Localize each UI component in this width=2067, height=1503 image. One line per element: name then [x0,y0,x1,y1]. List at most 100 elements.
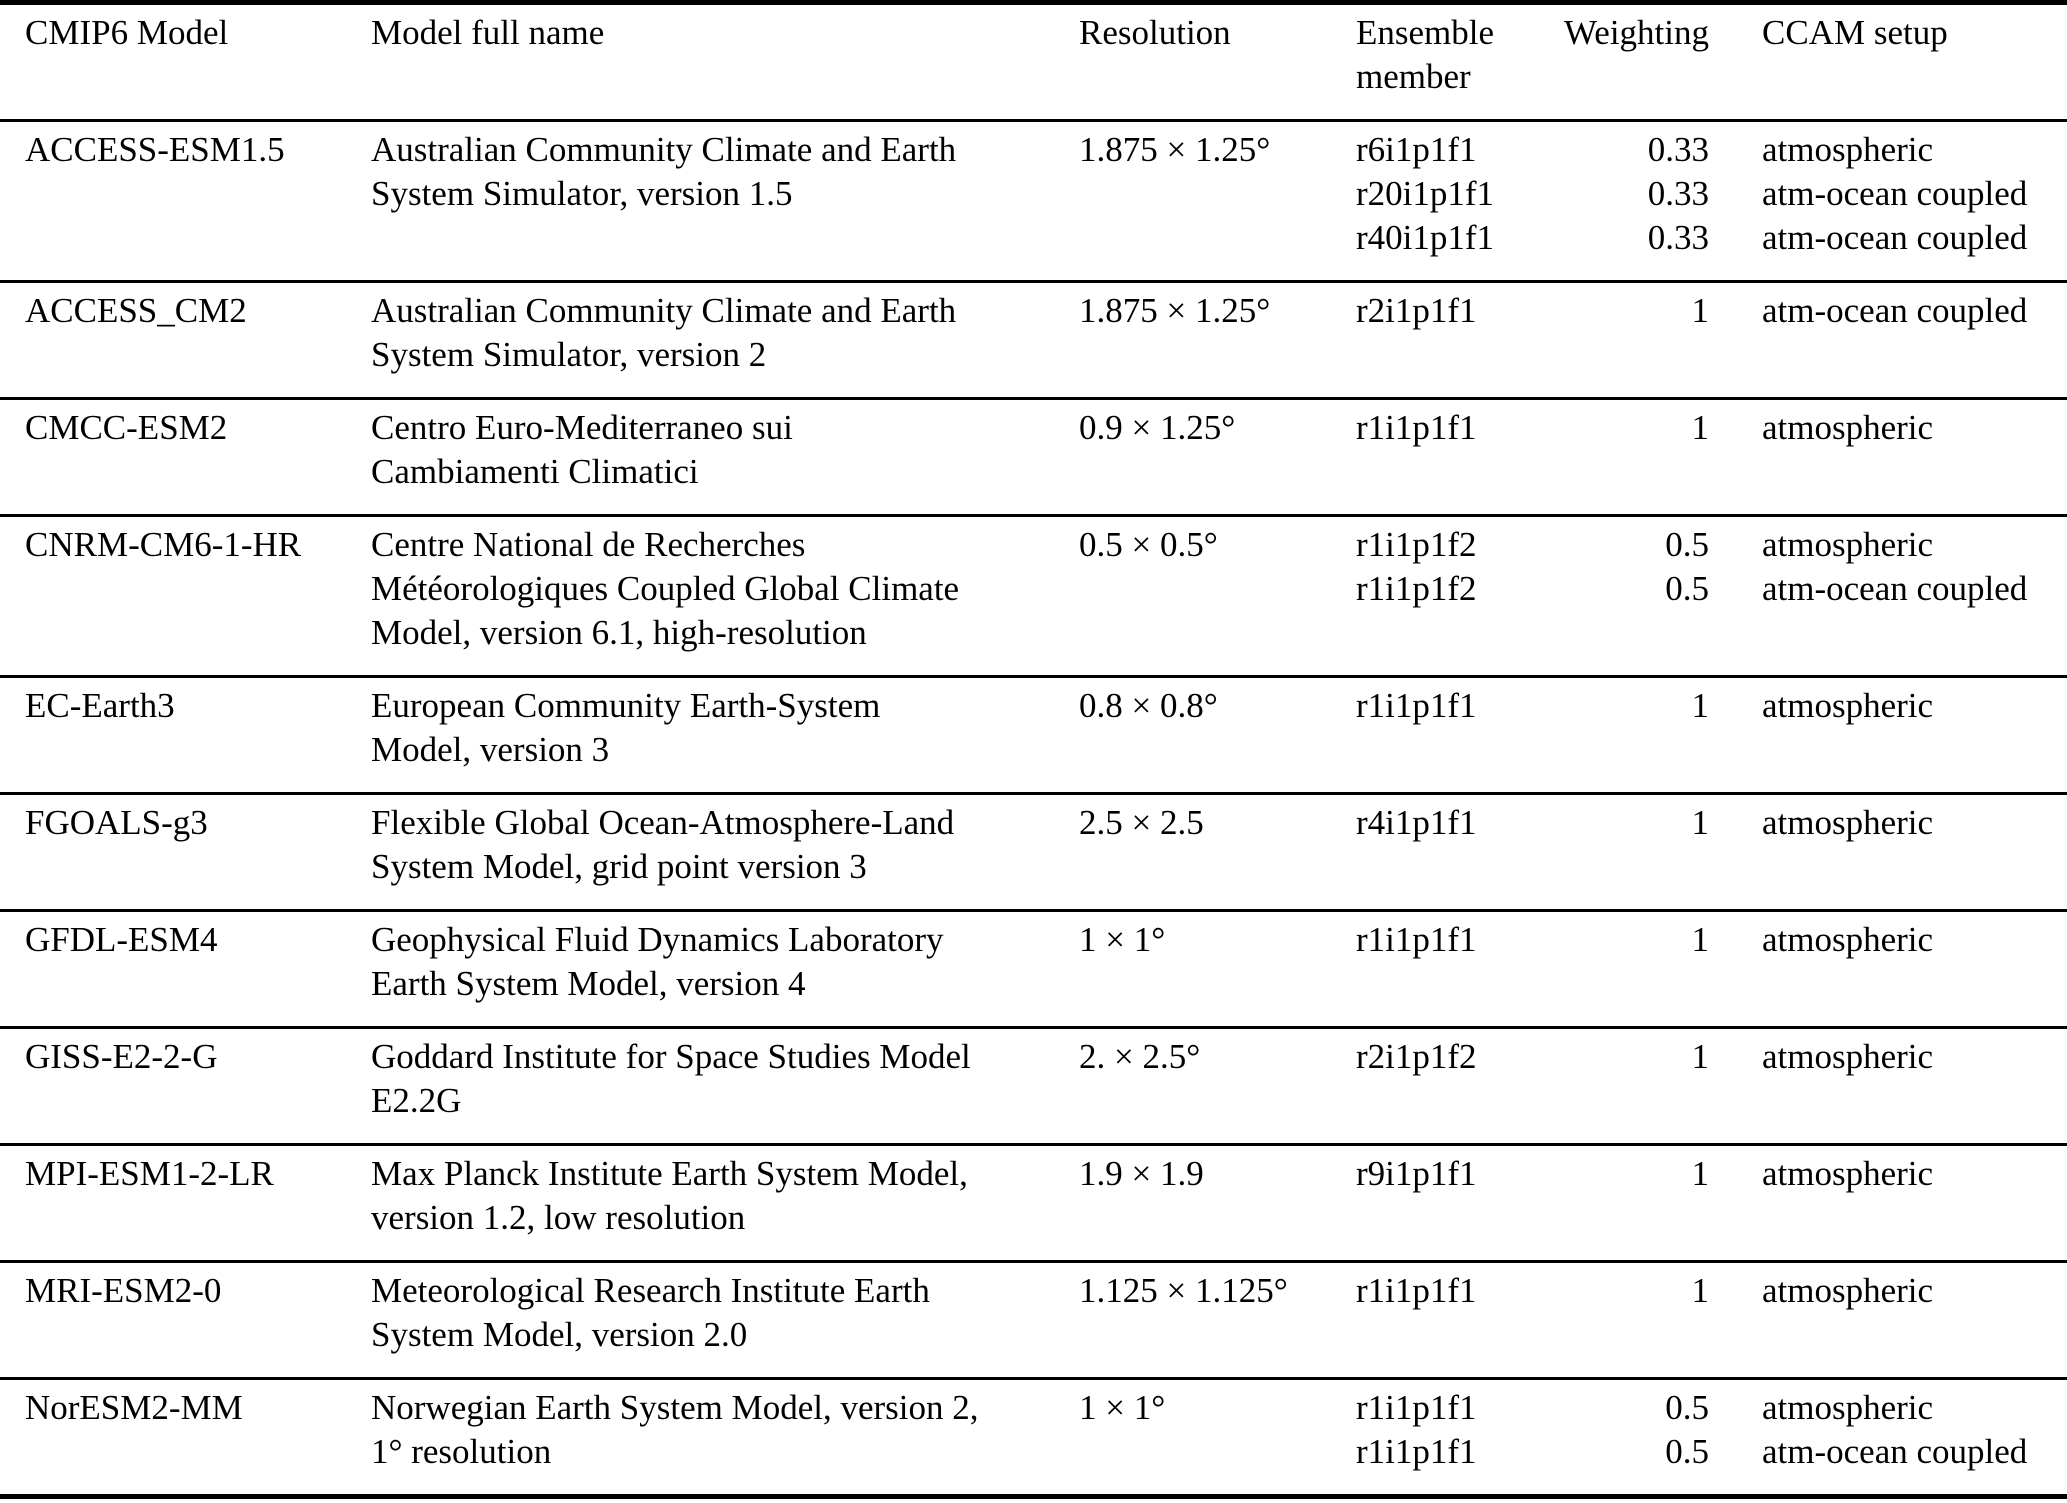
ccam-setup-value: atmospheric [1762,1154,1934,1193]
model-full-name-line: System Model, version 2.0 [371,1315,748,1354]
ccam-setup-cell: atm-ocean coupled [1709,289,2067,377]
ccam-setup-cell: atmospheric [1709,406,2067,494]
ccam-setup-value: atmospheric [1762,920,1934,959]
model-name-cell: ACCESS_CM2 [25,291,247,330]
ccam-setup-value: atmospheric [1762,525,1934,564]
ccam-setup-cell: atmospheric [1709,1269,2067,1357]
model-full-name-line: Australian Community Climate and Earth [371,130,957,169]
model-full-name-cell: Centre National de Recherches Météorologi… [371,523,1079,655]
ensemble-member-cell: r1i1p1f1 [1356,406,1543,494]
ccam-setup-value: atmospheric [1762,1037,1934,1076]
weighting-cell: 1 [1543,1035,1710,1123]
weighting-value: 0.33 [1647,218,1709,257]
ccam-setup-value: atm-ocean coupled [1762,291,2028,330]
weighting-value: 1 [1691,1037,1710,1076]
resolution-cell: 0.5 × 0.5° [1079,525,1218,564]
ccam-setup-value: atmospheric [1762,408,1934,447]
model-name-cell: CNRM-CM6-1-HR [25,525,302,564]
ccam-setup-cell: atmospheric [1709,1035,2067,1123]
ensemble-member-cell: r1i1p1f1 r1i1p1f1 [1356,1386,1543,1474]
resolution-cell: 1.125 × 1.125° [1079,1271,1288,1310]
model-name-cell: GISS-E2-2-G [25,1037,218,1076]
resolution-cell: 1.875 × 1.25° [1079,291,1271,330]
ensemble-member-cell: r1i1p1f2 r1i1p1f2 [1356,523,1543,655]
resolution-cell: 1 × 1° [1079,920,1166,959]
column-header-resolution: Resolution [1079,13,1231,52]
ensemble-member-value: r6i1p1f1 [1356,130,1477,169]
ccam-setup-cell: atmospheric [1709,1152,2067,1240]
ensemble-member-value: r1i1p1f1 [1356,686,1477,725]
model-full-name-cell: Centro Euro-Mediterraneo sui Cambiamenti … [371,406,1079,494]
model-full-name-cell: Goddard Institute for Space Studies Mode… [371,1035,1079,1123]
model-full-name-line: System Model, grid point version 3 [371,847,867,886]
ccam-setup-value: atmospheric [1762,803,1934,842]
ensemble-member-value: r1i1p1f2 [1356,569,1477,608]
ensemble-member-cell: r1i1p1f1 [1356,684,1543,772]
model-full-name-line: Model, version 6.1, high-resolution [371,613,867,652]
table-row: GFDL-ESM4 Geophysical Fluid Dynamics Labo… [0,909,2067,1026]
resolution-cell: 0.9 × 1.25° [1079,408,1236,447]
model-full-name-line: Earth System Model, version 4 [371,964,806,1003]
model-full-name-line: Météorologiques Coupled Global Climate [371,569,960,608]
resolution-cell: 1.9 × 1.9 [1079,1154,1204,1193]
model-name-cell: EC-Earth3 [25,686,175,725]
model-full-name-line: European Community Earth-System [371,686,881,725]
column-header-ensemble-member: Ensemble member [1356,13,1495,96]
column-header-ccam-setup: CCAM setup [1762,13,1948,52]
resolution-cell: 2. × 2.5° [1079,1037,1201,1076]
ccam-setup-value: atmospheric [1762,130,1934,169]
model-full-name-line: Geophysical Fluid Dynamics Laboratory [371,920,944,959]
ensemble-member-value: r1i1p1f1 [1356,920,1477,959]
ccam-setup-value: atmospheric [1762,1388,1934,1427]
ensemble-member-cell: r2i1p1f2 [1356,1035,1543,1123]
model-name-cell: CMCC-ESM2 [25,408,228,447]
model-full-name-cell: Geophysical Fluid Dynamics Laboratory Ear… [371,918,1079,1006]
ensemble-member-value: r2i1p1f1 [1356,291,1477,330]
weighting-value: 1 [1691,920,1710,959]
ccam-setup-cell: atmospheric atm-ocean coupled [1709,523,2067,655]
ccam-setup-value: atm-ocean coupled [1762,569,2028,608]
model-name-cell: FGOALS-g3 [25,803,208,842]
ensemble-member-value: r1i1p1f1 [1356,1271,1477,1310]
table-row: FGOALS-g3 Flexible Global Ocean-Atmospher… [0,792,2067,909]
weighting-cell: 1 [1543,1269,1710,1357]
ccam-setup-cell: atmospheric [1709,918,2067,1006]
ensemble-member-cell: r1i1p1f1 [1356,1269,1543,1357]
table-row: CNRM-CM6-1-HR Centre National de Recherch… [0,514,2067,675]
table-row: CMCC-ESM2 Centro Euro-Mediterraneo sui Cam… [0,397,2067,514]
weighting-value: 0.5 [1665,569,1709,608]
model-full-name-line: E2.2G [371,1081,462,1120]
weighting-cell: 1 [1543,289,1710,377]
table-header-row: CMIP6 Model Model full name Resolution E… [0,5,2067,119]
ccam-setup-cell: atmospheric [1709,684,2067,772]
model-full-name-line: version 1.2, low resolution [371,1198,746,1237]
ensemble-member-cell: r1i1p1f1 [1356,918,1543,1006]
model-full-name-line: Max Planck Institute Earth System Model, [371,1154,968,1193]
model-full-name-cell: Norwegian Earth System Model, version 2,… [371,1386,1079,1474]
model-full-name-line: System Simulator, version 1.5 [371,174,793,213]
model-full-name-line: Centro Euro-Mediterraneo sui [371,408,793,447]
ccam-setup-value: atm-ocean coupled [1762,218,2028,257]
ensemble-member-value: r1i1p1f1 [1356,1388,1477,1427]
table-row: EC-Earth3 European Community Earth-System… [0,675,2067,792]
model-full-name-line: Australian Community Climate and Earth [371,291,957,330]
model-full-name-line: Flexible Global Ocean-Atmosphere-Land [371,803,955,842]
ensemble-member-value: r1i1p1f2 [1356,525,1477,564]
ensemble-member-cell: r2i1p1f1 [1356,289,1543,377]
weighting-value: 1 [1691,1154,1710,1193]
weighting-value: 0.5 [1665,1432,1709,1471]
weighting-cell: 0.5 0.5 [1543,523,1709,655]
ensemble-member-cell: r9i1p1f1 [1356,1152,1543,1240]
ccam-setup-cell: atmospheric atm-ocean coupled atm-ocean co… [1709,128,2067,260]
weighting-value: 1 [1691,686,1710,725]
weighting-value: 1 [1691,291,1710,330]
weighting-cell: 0.5 0.5 [1543,1386,1709,1474]
ensemble-member-value: r20i1p1f1 [1356,174,1495,213]
table-row: NorESM2-MM Norwegian Earth System Model, … [0,1377,2067,1494]
model-full-name-line: Goddard Institute for Space Studies Mode… [371,1037,971,1076]
model-name-cell: GFDL-ESM4 [25,920,218,959]
ccam-setup-cell: atmospheric atm-ocean coupled [1709,1386,2067,1474]
model-name-cell: NorESM2-MM [25,1388,243,1427]
model-full-name-line: Cambiamenti Climatici [371,452,699,491]
